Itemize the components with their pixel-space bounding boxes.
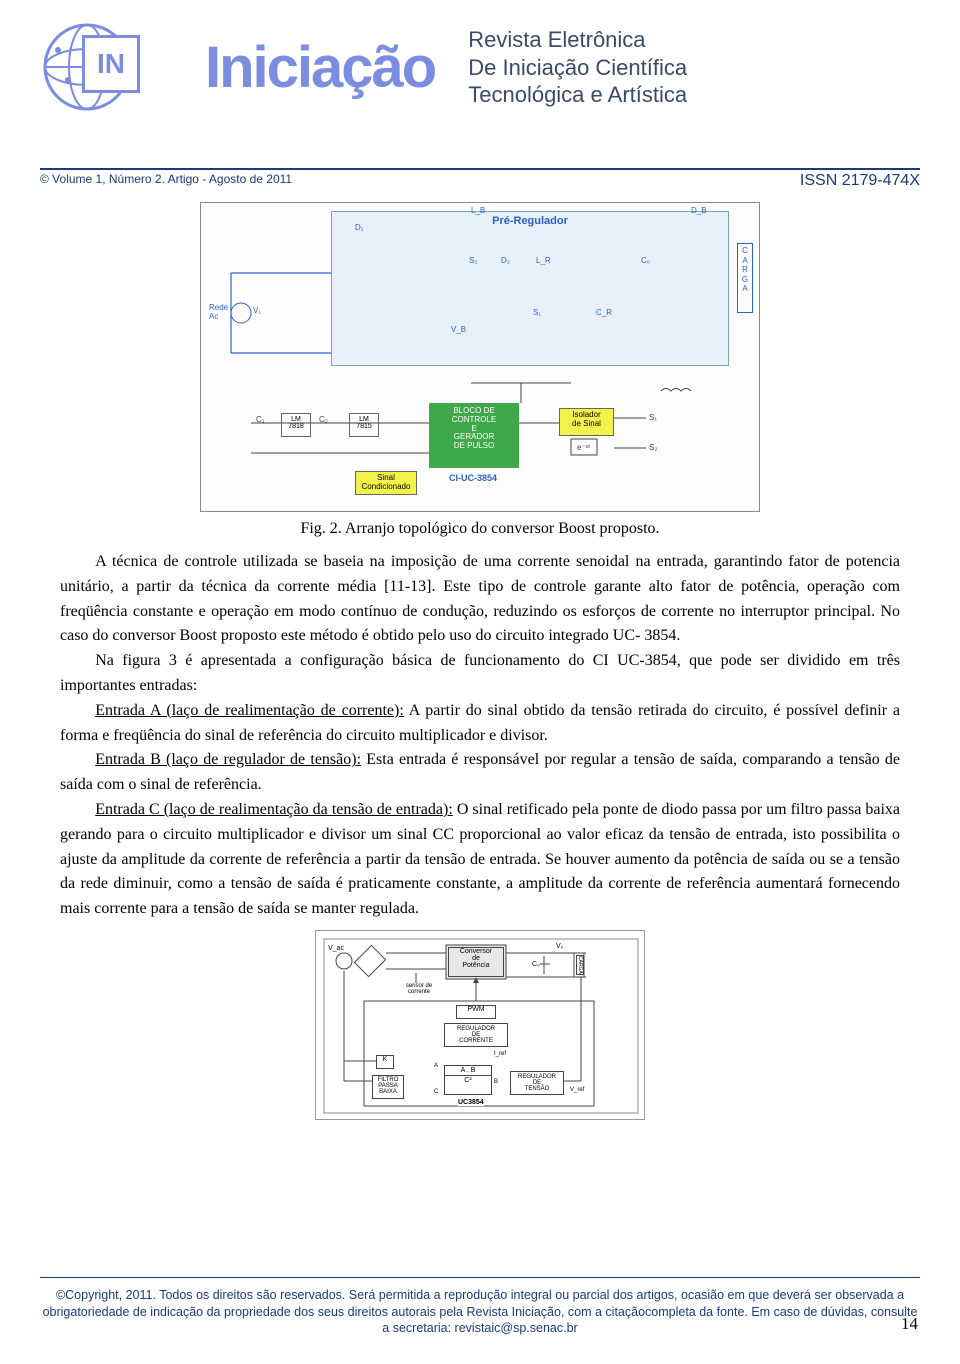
label-d1: D₁ bbox=[355, 223, 363, 232]
paragraph-1: A técnica de controle utilizada se basei… bbox=[60, 550, 900, 649]
footer-text: ©Copyright, 2011. Todos os direitos são … bbox=[40, 1287, 920, 1336]
journal-subtitle: Revista Eletrônica De Iniciação Científi… bbox=[468, 26, 687, 109]
journal-header: IN Iniciação Revista Eletrônica De Inici… bbox=[0, 0, 960, 170]
label-b: B bbox=[494, 1079, 498, 1085]
label-c0-f3: C₀ bbox=[532, 961, 540, 968]
paragraph-3b: Entrada B (laço de regulador de tensão):… bbox=[60, 748, 900, 798]
label-c2: C₂ bbox=[319, 415, 328, 424]
c2-label: C² bbox=[445, 1076, 491, 1085]
subtitle-line3: Tecnológica e Artística bbox=[468, 81, 687, 109]
paragraph-3c: Entrada C (laço de realimentação da tens… bbox=[60, 798, 900, 922]
label-s2: S₂ bbox=[469, 256, 477, 265]
subtitle-line1: Revista Eletrônica bbox=[468, 26, 687, 54]
label-lr: L_R bbox=[536, 256, 551, 265]
filtro-box: FILTRO PASSA BAIXA bbox=[372, 1075, 404, 1099]
isolator-block: Isolador de Sinal bbox=[559, 408, 614, 436]
footer-rule bbox=[40, 1277, 920, 1279]
globe-icon: IN bbox=[40, 20, 135, 115]
carga-f3: CARGA bbox=[576, 955, 584, 975]
label-vac: V_ac bbox=[328, 945, 344, 952]
reg-corrente-box: REGULADOR DE CORRENTE bbox=[444, 1023, 508, 1047]
issn: ISSN 2179-474X bbox=[800, 172, 920, 190]
label-out-s2: S₂ bbox=[649, 443, 657, 452]
logo-group: IN Iniciação Revista Eletrônica De Inici… bbox=[40, 20, 920, 115]
label-c0: C₀ bbox=[641, 256, 650, 265]
label-vref: V_ref bbox=[570, 1087, 584, 1093]
signal-conditioned-block: Sinal Condicionado bbox=[355, 471, 417, 495]
entrada-c-text: O sinal retificado pela ponte de diodo p… bbox=[60, 801, 900, 917]
page-number: 14 bbox=[901, 1314, 918, 1334]
label-a: A bbox=[434, 1063, 438, 1069]
uc3854-label: UC3854 bbox=[458, 1099, 484, 1106]
entrada-a-label: Entrada A (laço de realimentação de corr… bbox=[95, 702, 404, 719]
label-carga: C A R G A bbox=[737, 243, 753, 313]
volume-info: © Volume 1, Número 2. Artigo - Agosto de… bbox=[40, 172, 292, 190]
pwm-box: PWM bbox=[456, 1005, 496, 1019]
pre-regulator-panel: Pré-Regulador bbox=[331, 211, 729, 366]
lm7815-box: LM 7815 bbox=[349, 413, 379, 437]
entrada-c-label: Entrada C (laço de realimentação da tens… bbox=[95, 801, 453, 818]
k-box: K bbox=[376, 1055, 394, 1069]
in-logo-box: IN bbox=[82, 35, 140, 93]
label-iref: I_ref bbox=[494, 1051, 506, 1057]
figure2-caption: Fig. 2. Arranjo topológico do conversor … bbox=[0, 520, 960, 538]
label-db: D_B bbox=[691, 206, 707, 215]
subtitle-line2: De Iniciação Científica bbox=[468, 54, 687, 82]
brand-title: Iniciação bbox=[205, 34, 435, 101]
figure-3-diagram: V_ac Conversor de Potência sensor de cor… bbox=[315, 930, 645, 1120]
label-out-s1: S₁ bbox=[649, 413, 657, 422]
control-block: BLOCO DE CONTROLE E GERADOR DE PULSO bbox=[429, 403, 519, 468]
label-cr: C_R bbox=[596, 308, 612, 317]
paragraph-2: Na figura 3 é apresentada a configuração… bbox=[60, 649, 900, 699]
logo-block: IN bbox=[40, 20, 135, 115]
label-v0: V₀ bbox=[556, 943, 564, 950]
sensor-label: sensor de corrente bbox=[402, 983, 436, 995]
entrada-b-label: Entrada B (laço de regulador de tensão): bbox=[95, 751, 361, 768]
reg-tensao-box: REGULADOR DE TENSÃO bbox=[510, 1071, 564, 1095]
header-info-bar: © Volume 1, Número 2. Artigo - Agosto de… bbox=[0, 172, 960, 190]
pre-regulator-title: Pré-Regulador bbox=[492, 215, 568, 227]
label-s1: S₁ bbox=[533, 308, 541, 317]
figure-2-diagram: Pré-Regulador Rede Ac V₁ D₁ L_B D_B S₂ D… bbox=[200, 202, 760, 512]
ci-uc3854-label: CI-UC-3854 bbox=[449, 473, 497, 483]
lm7818-box: LM 7818 bbox=[281, 413, 311, 437]
label-lb: L_B bbox=[471, 206, 485, 215]
paragraph-3a: Entrada A (laço de realimentação de corr… bbox=[60, 699, 900, 749]
label-est: e⁻ˢᵗ bbox=[577, 443, 590, 452]
label-c: C bbox=[434, 1089, 438, 1095]
conversor-box: Conversor de Potência bbox=[448, 947, 504, 977]
label-d2: D₂ bbox=[501, 256, 510, 265]
label-v1: V₁ bbox=[253, 306, 261, 315]
label-vb: V_B bbox=[451, 325, 466, 334]
header-rule bbox=[40, 168, 920, 170]
article-body: A técnica de controle utilizada se basei… bbox=[0, 550, 960, 922]
multiplier-box: A . B C² bbox=[444, 1065, 492, 1095]
ab-label: A . B bbox=[445, 1066, 491, 1076]
label-c1: C₁ bbox=[256, 415, 264, 424]
label-rede-ac: Rede Ac bbox=[209, 303, 228, 321]
